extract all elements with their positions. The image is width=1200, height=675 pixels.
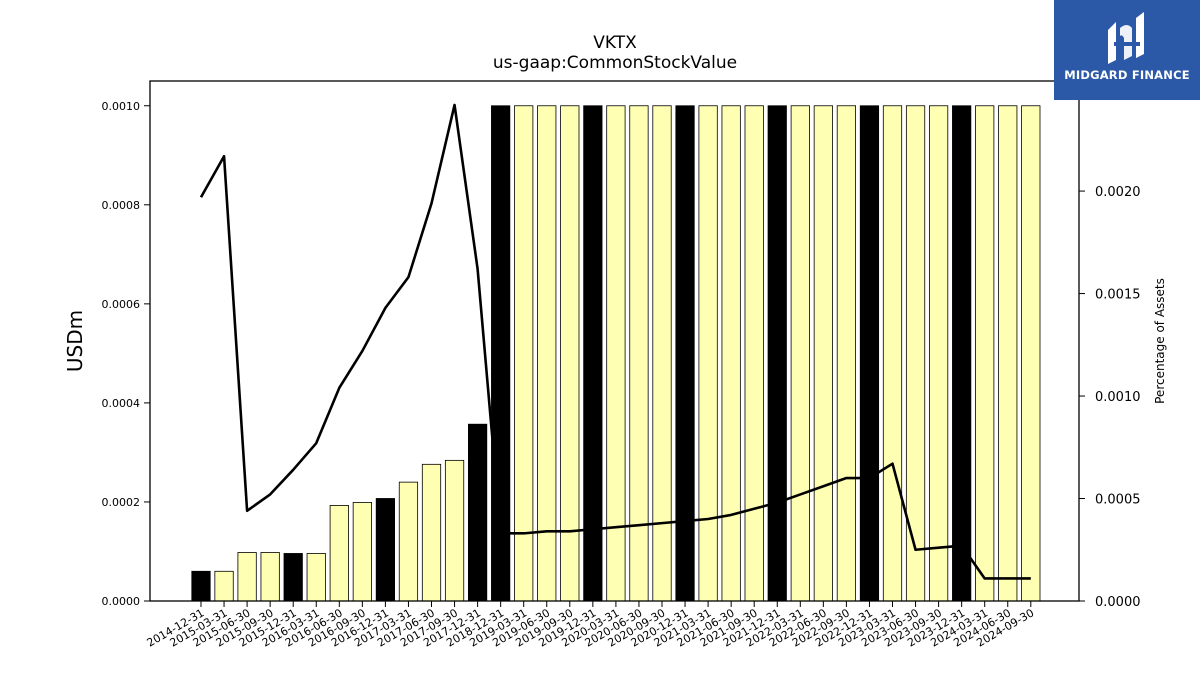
bar (1021, 105, 1041, 602)
bar (929, 105, 949, 602)
y2-tick-label: 0.0005 (1095, 493, 1141, 508)
x-axis: 2014-12-312015-03-312015-06-302015-09-30… (145, 601, 1036, 650)
logo-mark-icon (1108, 12, 1144, 64)
bar (975, 105, 995, 602)
y2-axis-label: Percentage of Assets (1153, 278, 1167, 404)
y-tick-label: 0.0000 (102, 595, 141, 608)
y2-tick-label: 0.0000 (1095, 595, 1141, 610)
bar (652, 105, 672, 602)
bar (421, 463, 442, 602)
bar (283, 553, 303, 602)
chart-title: VKTX (593, 33, 637, 53)
left-axis: 0.0000 0.0002 0.0004 0.0006 0.0008 0.0010 (102, 100, 150, 608)
right-axis: 0.0000 0.0005 0.0010 0.0015 0.0020 (1079, 185, 1141, 610)
bar (813, 105, 833, 602)
bar (214, 570, 234, 602)
bars-layer (191, 105, 1041, 602)
line-layer (199, 103, 1031, 580)
y2-tick-label: 0.0010 (1095, 390, 1141, 405)
bar (744, 105, 764, 602)
bar (836, 105, 857, 602)
bar (675, 105, 695, 602)
bar (467, 423, 488, 602)
bar (191, 570, 211, 602)
bar (721, 105, 741, 602)
bar (260, 552, 280, 602)
bar (698, 105, 718, 602)
bar (444, 459, 465, 602)
bar (329, 505, 349, 602)
bar (537, 105, 557, 602)
bar (514, 105, 534, 602)
bar (306, 553, 326, 602)
bar (583, 105, 603, 602)
y-tick-label: 0.0002 (102, 496, 141, 509)
y-tick-label: 0.0010 (102, 100, 141, 113)
bar (560, 105, 580, 602)
logo-text: MIDGARD FINANCE (1064, 68, 1190, 82)
bar (398, 481, 419, 602)
bar (237, 552, 257, 602)
bar (352, 502, 372, 602)
y2-tick-label: 0.0015 (1095, 288, 1141, 303)
plot-frame (149, 80, 1080, 602)
y-tick-label: 0.0004 (102, 397, 141, 410)
brand-logo: MIDGARD FINANCE (1054, 0, 1200, 100)
bar (790, 105, 810, 602)
y-axis-label: USDm (63, 310, 87, 372)
bar (882, 105, 903, 602)
y-tick-label: 0.0006 (102, 298, 141, 311)
bar (998, 105, 1018, 602)
bar (767, 105, 787, 602)
y2-tick-label: 0.0020 (1095, 185, 1141, 200)
line-series (199, 103, 1031, 580)
y-tick-label: 0.0008 (102, 199, 141, 212)
bar (952, 105, 972, 602)
chart-subtitle: us-gaap:CommonStockValue (493, 53, 737, 73)
bar (375, 498, 396, 602)
bar (859, 105, 880, 602)
